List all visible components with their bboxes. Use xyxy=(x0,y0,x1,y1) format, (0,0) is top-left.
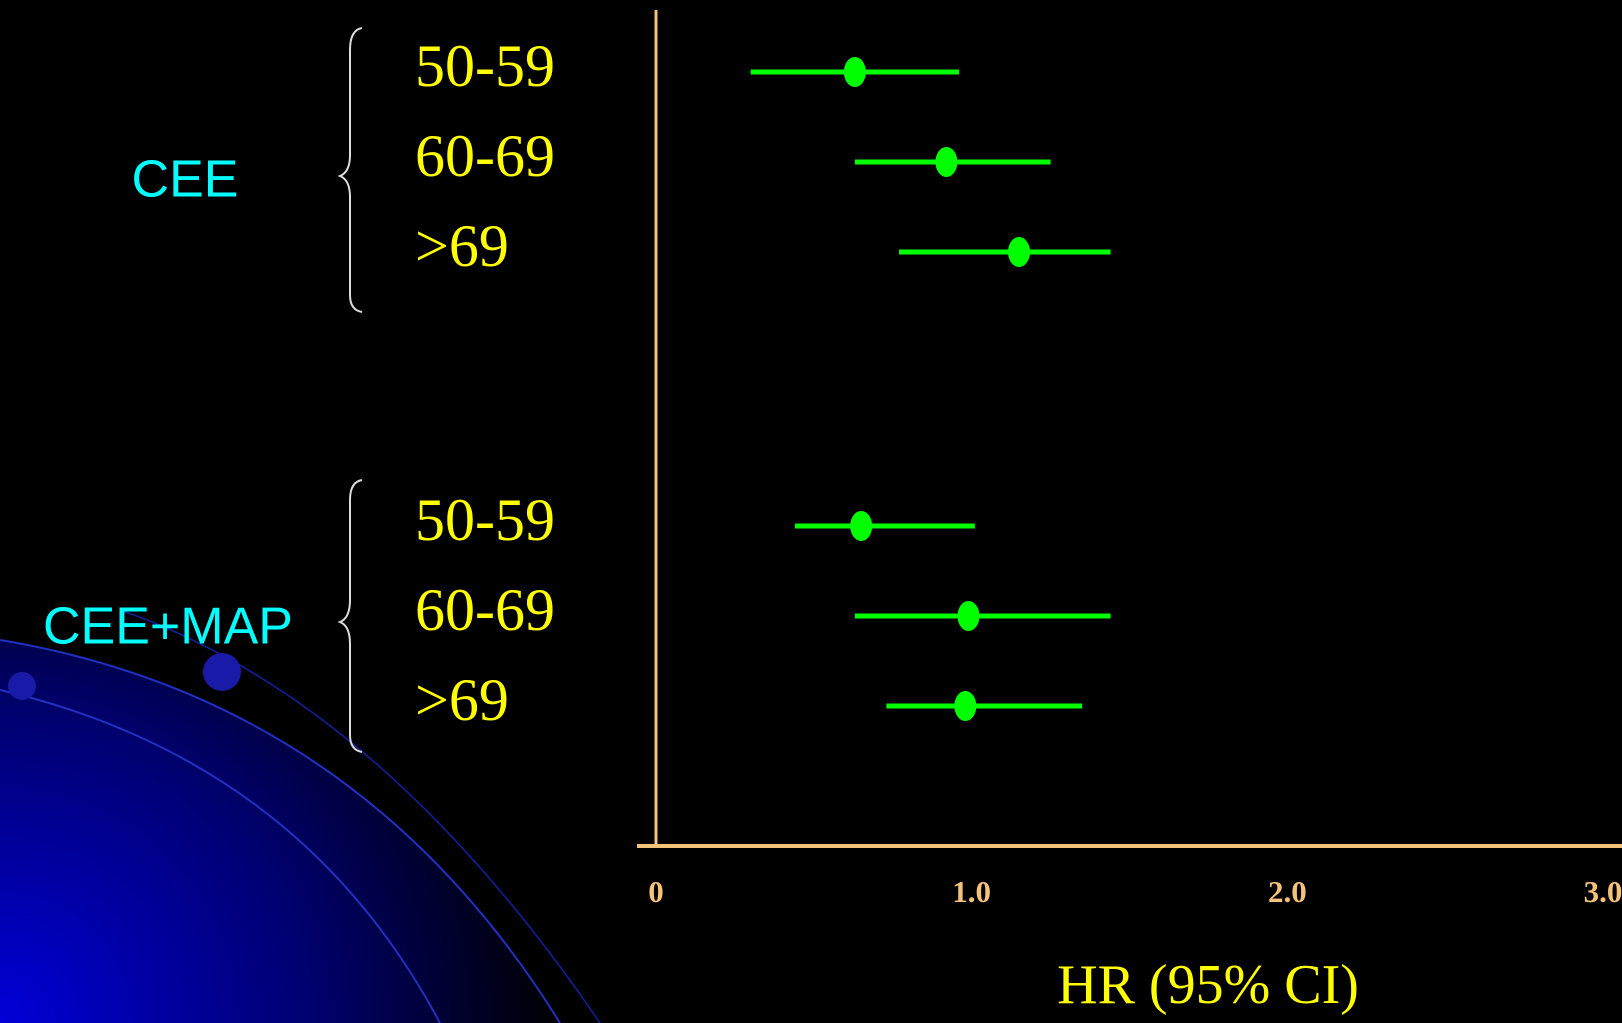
point-estimate xyxy=(850,511,872,541)
page: HR (95% CI) 0 1.0 2.0 3.0 CEE 50-59 60-69 >69 CE… xyxy=(0,0,1622,1023)
chart: HR (95% CI) 0 1.0 2.0 3.0 CEE 50-59 60-69 >69 CE… xyxy=(0,0,1622,1023)
x-tick-label: 0 xyxy=(648,874,664,909)
x-axis-label: HR (95% CI) xyxy=(1057,954,1359,1016)
point-estimate xyxy=(1008,237,1030,267)
decor-dot xyxy=(8,672,36,700)
point-estimate xyxy=(958,601,980,631)
group-label: CEE xyxy=(132,151,239,209)
category-label: 60-69 xyxy=(415,577,555,643)
x-tick-label: 3.0 xyxy=(1584,874,1622,909)
point-estimate xyxy=(954,691,976,721)
x-tick-label: 2.0 xyxy=(1268,874,1307,909)
point-estimate xyxy=(844,57,866,87)
category-label: >69 xyxy=(415,667,509,733)
group-label: CEE+MAP xyxy=(43,598,293,656)
category-label: 60-69 xyxy=(415,123,555,189)
category-label: 50-59 xyxy=(415,487,555,553)
x-tick-label: 1.0 xyxy=(952,874,991,909)
category-label: >69 xyxy=(415,213,509,279)
decor-dot xyxy=(203,653,241,691)
category-label: 50-59 xyxy=(415,33,555,99)
point-estimate xyxy=(935,147,957,177)
